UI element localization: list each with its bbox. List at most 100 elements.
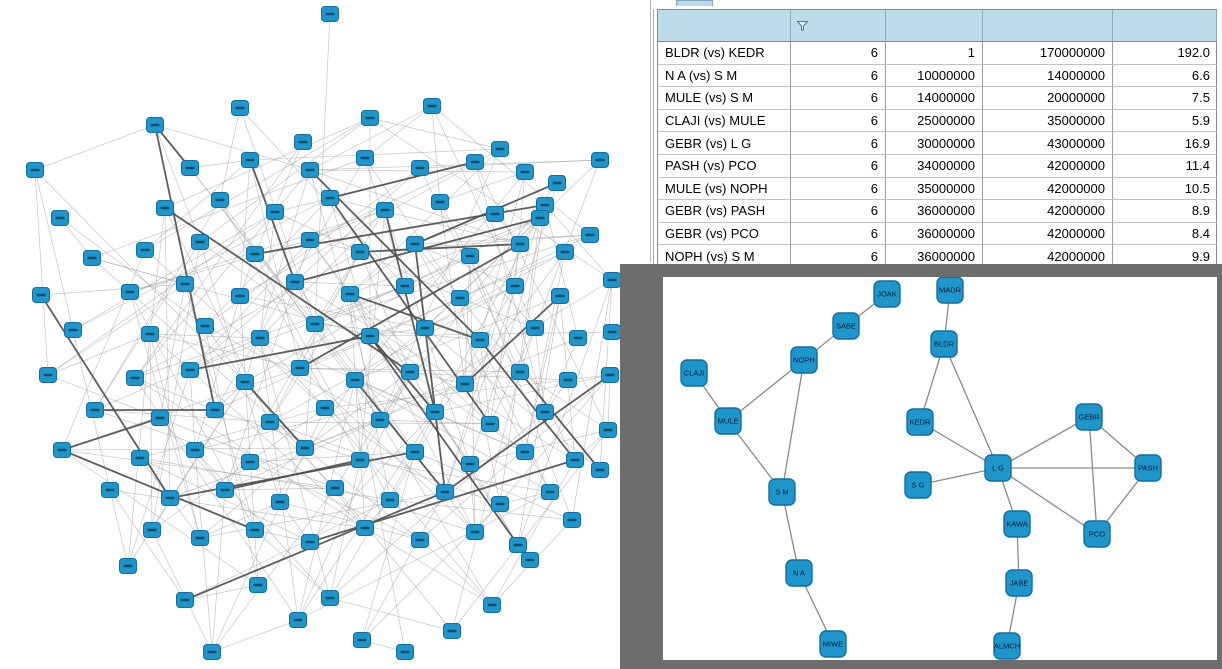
network-edge[interactable]: [244, 169, 311, 383]
network-edge[interactable]: [259, 211, 276, 339]
network-node[interactable]: [351, 452, 369, 468]
network-edge[interactable]: [517, 279, 613, 546]
network-edge-highlighted[interactable]: [299, 243, 521, 369]
network-edge[interactable]: [544, 204, 579, 339]
column-header-chrom---[interactable]: [791, 10, 886, 42]
network-edge[interactable]: [349, 148, 501, 295]
network-edge[interactable]: [199, 491, 446, 539]
network-node[interactable]: [491, 141, 509, 157]
table-row[interactable]: CLAJI (vs) MULE 6 25000000 35000000 5.9: [658, 109, 1217, 133]
network-edge[interactable]: [61, 447, 306, 451]
subnetwork-node-kedr[interactable]: KEDR: [906, 408, 934, 436]
network-edge-highlighted[interactable]: [154, 124, 216, 411]
column-header-end-point[interactable]: [983, 10, 1113, 42]
subnetwork-node-s-g[interactable]: S G: [904, 471, 932, 499]
network-edge[interactable]: [349, 217, 541, 295]
network-node[interactable]: [261, 414, 279, 430]
network-node[interactable]: [548, 175, 566, 191]
network-node[interactable]: [151, 410, 169, 426]
table-row[interactable]: PASH (vs) PCO 6 34000000 42000000 11.4: [658, 154, 1217, 178]
network-edge[interactable]: [491, 459, 576, 606]
network-edge[interactable]: [34, 169, 49, 376]
network-edge[interactable]: [199, 241, 281, 503]
subnetwork-edge[interactable]: [997, 467, 1098, 535]
network-edge[interactable]: [439, 171, 526, 203]
network-edge[interactable]: [309, 239, 471, 465]
network-node[interactable]: [351, 244, 369, 260]
network-node[interactable]: [521, 552, 539, 568]
network-edge[interactable]: [134, 251, 361, 379]
network-edge[interactable]: [259, 337, 331, 599]
network-edge[interactable]: [479, 339, 551, 493]
network-edge[interactable]: [309, 161, 476, 241]
network-edge[interactable]: [127, 369, 191, 567]
network-edge[interactable]: [154, 124, 311, 171]
network-edge[interactable]: [72, 197, 331, 331]
network-node[interactable]: [466, 154, 484, 170]
network-edge[interactable]: [304, 447, 421, 541]
network-node[interactable]: [426, 404, 444, 420]
network-edge[interactable]: [409, 371, 466, 385]
network-edge[interactable]: [34, 169, 246, 383]
network-edge[interactable]: [40, 283, 186, 296]
network-edge[interactable]: [469, 463, 476, 533]
network-node[interactable]: [559, 372, 577, 388]
network-edge[interactable]: [149, 333, 153, 531]
network-edge-highlighted[interactable]: [61, 449, 256, 531]
network-edge[interactable]: [369, 117, 613, 281]
network-node[interactable]: [603, 324, 621, 340]
network-edge[interactable]: [379, 419, 491, 425]
network-edge[interactable]: [144, 159, 251, 251]
network-edge[interactable]: [297, 379, 356, 621]
network-edge[interactable]: [139, 407, 326, 459]
network-node[interactable]: [471, 332, 489, 348]
subnetwork-edge[interactable]: [781, 359, 805, 493]
network-edge[interactable]: [534, 327, 546, 413]
network-edge[interactable]: [324, 327, 426, 409]
network-edge[interactable]: [294, 281, 466, 385]
network-edge[interactable]: [299, 251, 566, 369]
network-node[interactable]: [83, 250, 101, 266]
network-node[interactable]: [176, 592, 194, 608]
network-edge[interactable]: [299, 367, 476, 533]
network-edge[interactable]: [607, 374, 611, 431]
network-edge[interactable]: [139, 457, 391, 501]
network-edge[interactable]: [254, 529, 331, 599]
network-edge-highlighted[interactable]: [444, 374, 611, 493]
network-edge-highlighted[interactable]: [249, 159, 296, 283]
network-node[interactable]: [509, 537, 527, 553]
network-edge[interactable]: [159, 283, 186, 419]
network-node[interactable]: [236, 374, 254, 390]
network-node[interactable]: [406, 444, 424, 460]
network-node[interactable]: [326, 480, 344, 496]
network-node[interactable]: [416, 320, 434, 336]
network-node[interactable]: [371, 412, 389, 428]
network-node[interactable]: [511, 364, 529, 380]
network-edge[interactable]: [204, 325, 246, 383]
subnetwork-node-bldr[interactable]: BLDR: [930, 330, 958, 358]
network-edge[interactable]: [424, 251, 566, 329]
network-node[interactable]: [591, 152, 609, 168]
network-edge[interactable]: [349, 243, 416, 295]
column-header-genetic---[interactable]: [1113, 10, 1217, 42]
network-node[interactable]: [26, 162, 44, 178]
network-edge[interactable]: [129, 239, 311, 293]
network-node[interactable]: [516, 444, 534, 460]
network-edge[interactable]: [164, 207, 271, 423]
network-edge[interactable]: [514, 171, 526, 287]
network-node[interactable]: [356, 150, 374, 166]
network-edge[interactable]: [419, 539, 493, 606]
network-node[interactable]: [291, 360, 309, 376]
network-node[interactable]: [301, 534, 319, 550]
network-node[interactable]: [121, 284, 139, 300]
network-edge[interactable]: [151, 407, 326, 531]
network-node[interactable]: [481, 416, 499, 432]
network-overview-canvas[interactable]: [0, 0, 620, 669]
network-node[interactable]: [206, 402, 224, 418]
network-edge[interactable]: [219, 199, 361, 461]
network-edge[interactable]: [294, 281, 406, 287]
network-node[interactable]: [461, 248, 479, 264]
network-edge[interactable]: [519, 371, 609, 431]
network-edge[interactable]: [199, 241, 316, 325]
network-edge[interactable]: [94, 409, 271, 423]
